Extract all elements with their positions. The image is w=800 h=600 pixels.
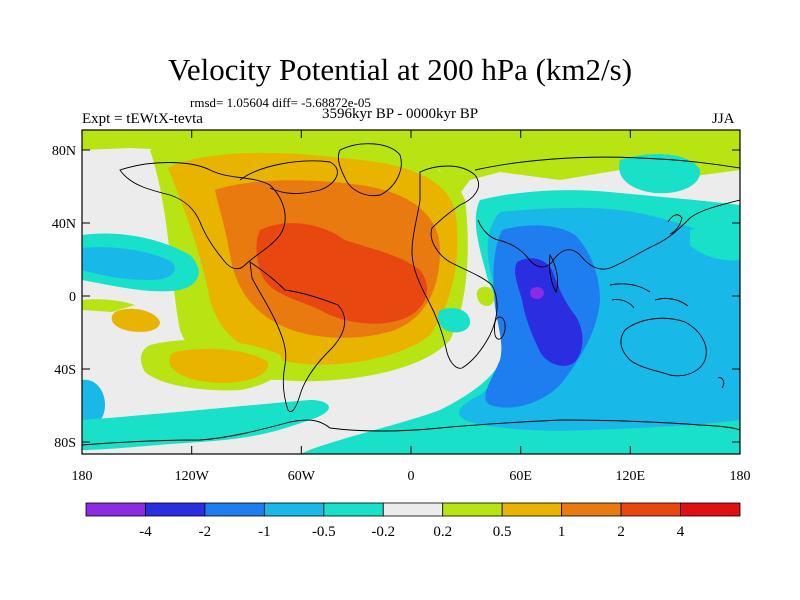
y-tick-label: 80N: [52, 144, 76, 159]
contour-pacific-positive-blob: [111, 308, 160, 332]
colorbar-label: -4: [139, 524, 152, 540]
y-tick-label: 80S: [54, 436, 76, 451]
colorbar-labels: -4 -2 -1 -0.5 -0.2 0.2 0.5 1 2 4: [139, 524, 685, 540]
colorbar-swatch: [442, 502, 503, 517]
colorbar: [85, 502, 741, 517]
y-tick-label: 40N: [52, 217, 76, 232]
experiment-label: Expt = tEWtX-tevta: [82, 111, 203, 127]
contour-asia-weak-negative: [619, 154, 701, 194]
contour-pacific-positive-fringe: [82, 299, 135, 312]
contour-indian-minimum: [530, 287, 544, 299]
contour-africa-positive-blob: [476, 286, 495, 306]
coast-australia: [620, 317, 707, 377]
coastlines: [82, 143, 740, 446]
coast-asia: [474, 156, 740, 270]
colorbar-label: -0.5: [312, 524, 336, 540]
colorbar-label: 4: [677, 524, 685, 540]
map-title: Velocity Potential at 200 hPa (km2/s): [167, 52, 633, 87]
y-tick-marks: [82, 149, 740, 443]
colorbar-swatch: [561, 502, 622, 517]
x-tick-marks: [81, 130, 741, 454]
contour-indian-strong-negative: [515, 258, 583, 366]
x-tick-label: 0: [408, 469, 415, 484]
colorbar-swatch: [204, 502, 265, 517]
x-tick-label: 180: [730, 469, 751, 484]
coast-antarctica: [82, 419, 740, 446]
contour-africa-negative-blob: [437, 308, 470, 333]
colorbar-swatch: [501, 502, 563, 517]
colorbar-label: 0.2: [433, 524, 452, 540]
coast-japan: [667, 214, 683, 235]
coast-greenland: [337, 143, 402, 197]
colorbar-swatch: [263, 502, 325, 517]
contour-pacific-negative: [82, 247, 175, 280]
colorbar-label: 1: [558, 524, 566, 540]
coast-india: [549, 253, 559, 294]
x-tick-label: 120W: [175, 469, 210, 484]
coast-north-america: [119, 162, 286, 270]
coast-europe-africa: [411, 165, 498, 369]
y-tick-labels: 80N 40N 0 40S 80S: [52, 144, 76, 451]
y-tick-label: 0: [69, 290, 76, 305]
contour-atlantic-peak: [256, 223, 428, 324]
coast-south-america: [249, 261, 346, 413]
colorbar-swatch: [145, 502, 206, 517]
x-tick-label: 60W: [288, 469, 316, 484]
colorbar-swatch: [85, 502, 146, 517]
colorbar-swatch: [323, 502, 384, 517]
stats-text: rmsd= 1.05604 diff= -5.68872e-05: [190, 95, 371, 110]
coast-madagascar: [493, 316, 506, 340]
colorbar-swatch: [620, 502, 681, 517]
colorbar-label: 2: [617, 524, 625, 540]
coast-maritime-continent: [609, 283, 689, 309]
colorbar-swatch: [680, 502, 741, 517]
colorbar-label: -0.2: [371, 524, 395, 540]
coast-canada-arctic: [239, 160, 338, 194]
contour-south-pacific-moderate: [169, 348, 269, 383]
x-tick-label: 120E: [616, 469, 646, 484]
y-tick-label: 40S: [54, 363, 76, 378]
season-label: JJA: [712, 111, 735, 127]
contour-field: [82, 130, 740, 454]
x-tick-labels: 180 120W 60W 0 60E 120E 180: [72, 469, 751, 484]
colorbar-label: -1: [258, 524, 271, 540]
colorbar-swatch: [382, 502, 444, 517]
contour-southern-weak-negative: [82, 400, 329, 450]
x-tick-label: 180: [72, 469, 93, 484]
colorbar-label: -2: [199, 524, 212, 540]
contour-west-edge-negative: [82, 379, 105, 430]
x-tick-label: 60E: [509, 469, 532, 484]
colorbar-label: 0.5: [493, 524, 512, 540]
period-label: 3596kyr BP - 0000kyr BP: [322, 106, 479, 122]
coast-new-zealand: [717, 377, 725, 389]
contour-east-pacific-weak-negative: [690, 227, 740, 261]
